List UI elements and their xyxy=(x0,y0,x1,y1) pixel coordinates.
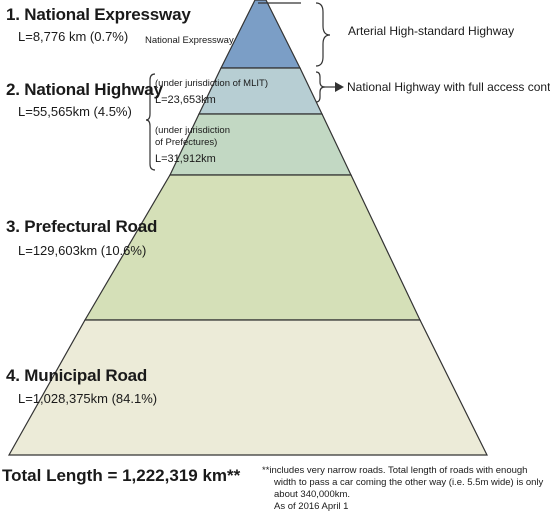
total-length: Total Length = 1,222,319 km** xyxy=(2,466,241,485)
expressway-length: L=8,776 km (0.7%) xyxy=(18,29,129,44)
full-access-label: National Highway with full access contro… xyxy=(347,80,550,94)
note-line-3: about 340,000km. xyxy=(274,489,351,500)
national-highway-brace xyxy=(145,73,156,171)
highway-prefectures-length: L=31,912km xyxy=(155,153,216,165)
highway-mlit-jurisdiction: (under jurisdiction of MLIT) xyxy=(155,78,268,89)
highway-mlit-length: L=23,653km xyxy=(155,94,216,106)
municipal-length: L=1,028,375km (84.1%) xyxy=(18,391,158,406)
note-line-1: **includes very narrow roads. Total leng… xyxy=(262,465,528,476)
expressway-inline-label: National Expressway xyxy=(145,35,234,46)
band-municipal-road xyxy=(7,319,488,456)
highway-length: L=55,565km (4.5%) xyxy=(18,104,132,119)
highway-prefectures-jurisdiction-1: (under jurisdiction xyxy=(155,125,230,136)
highway-title: 2. National Highway xyxy=(6,80,163,99)
full-access-brace xyxy=(315,71,326,103)
highway-prefectures-jurisdiction-2: of Prefectures) xyxy=(155,137,218,148)
note-line-4: As of 2016 April 1 xyxy=(274,501,349,512)
prefectural-title: 3. Prefectural Road xyxy=(6,217,158,236)
expressway-title: 1. National Expressway xyxy=(6,5,191,24)
arterial-label: Arterial High-standard Highway xyxy=(348,24,515,38)
note-line-2: width to pass a car coming the other way… xyxy=(274,477,544,488)
arterial-brace xyxy=(315,2,331,67)
municipal-title: 4. Municipal Road xyxy=(6,366,148,385)
prefectural-length: L=129,603km (10.6%) xyxy=(18,243,147,258)
band-national-expressway xyxy=(220,0,301,69)
arrow-icon xyxy=(335,82,344,92)
band-national-highway-mlit xyxy=(198,67,323,115)
